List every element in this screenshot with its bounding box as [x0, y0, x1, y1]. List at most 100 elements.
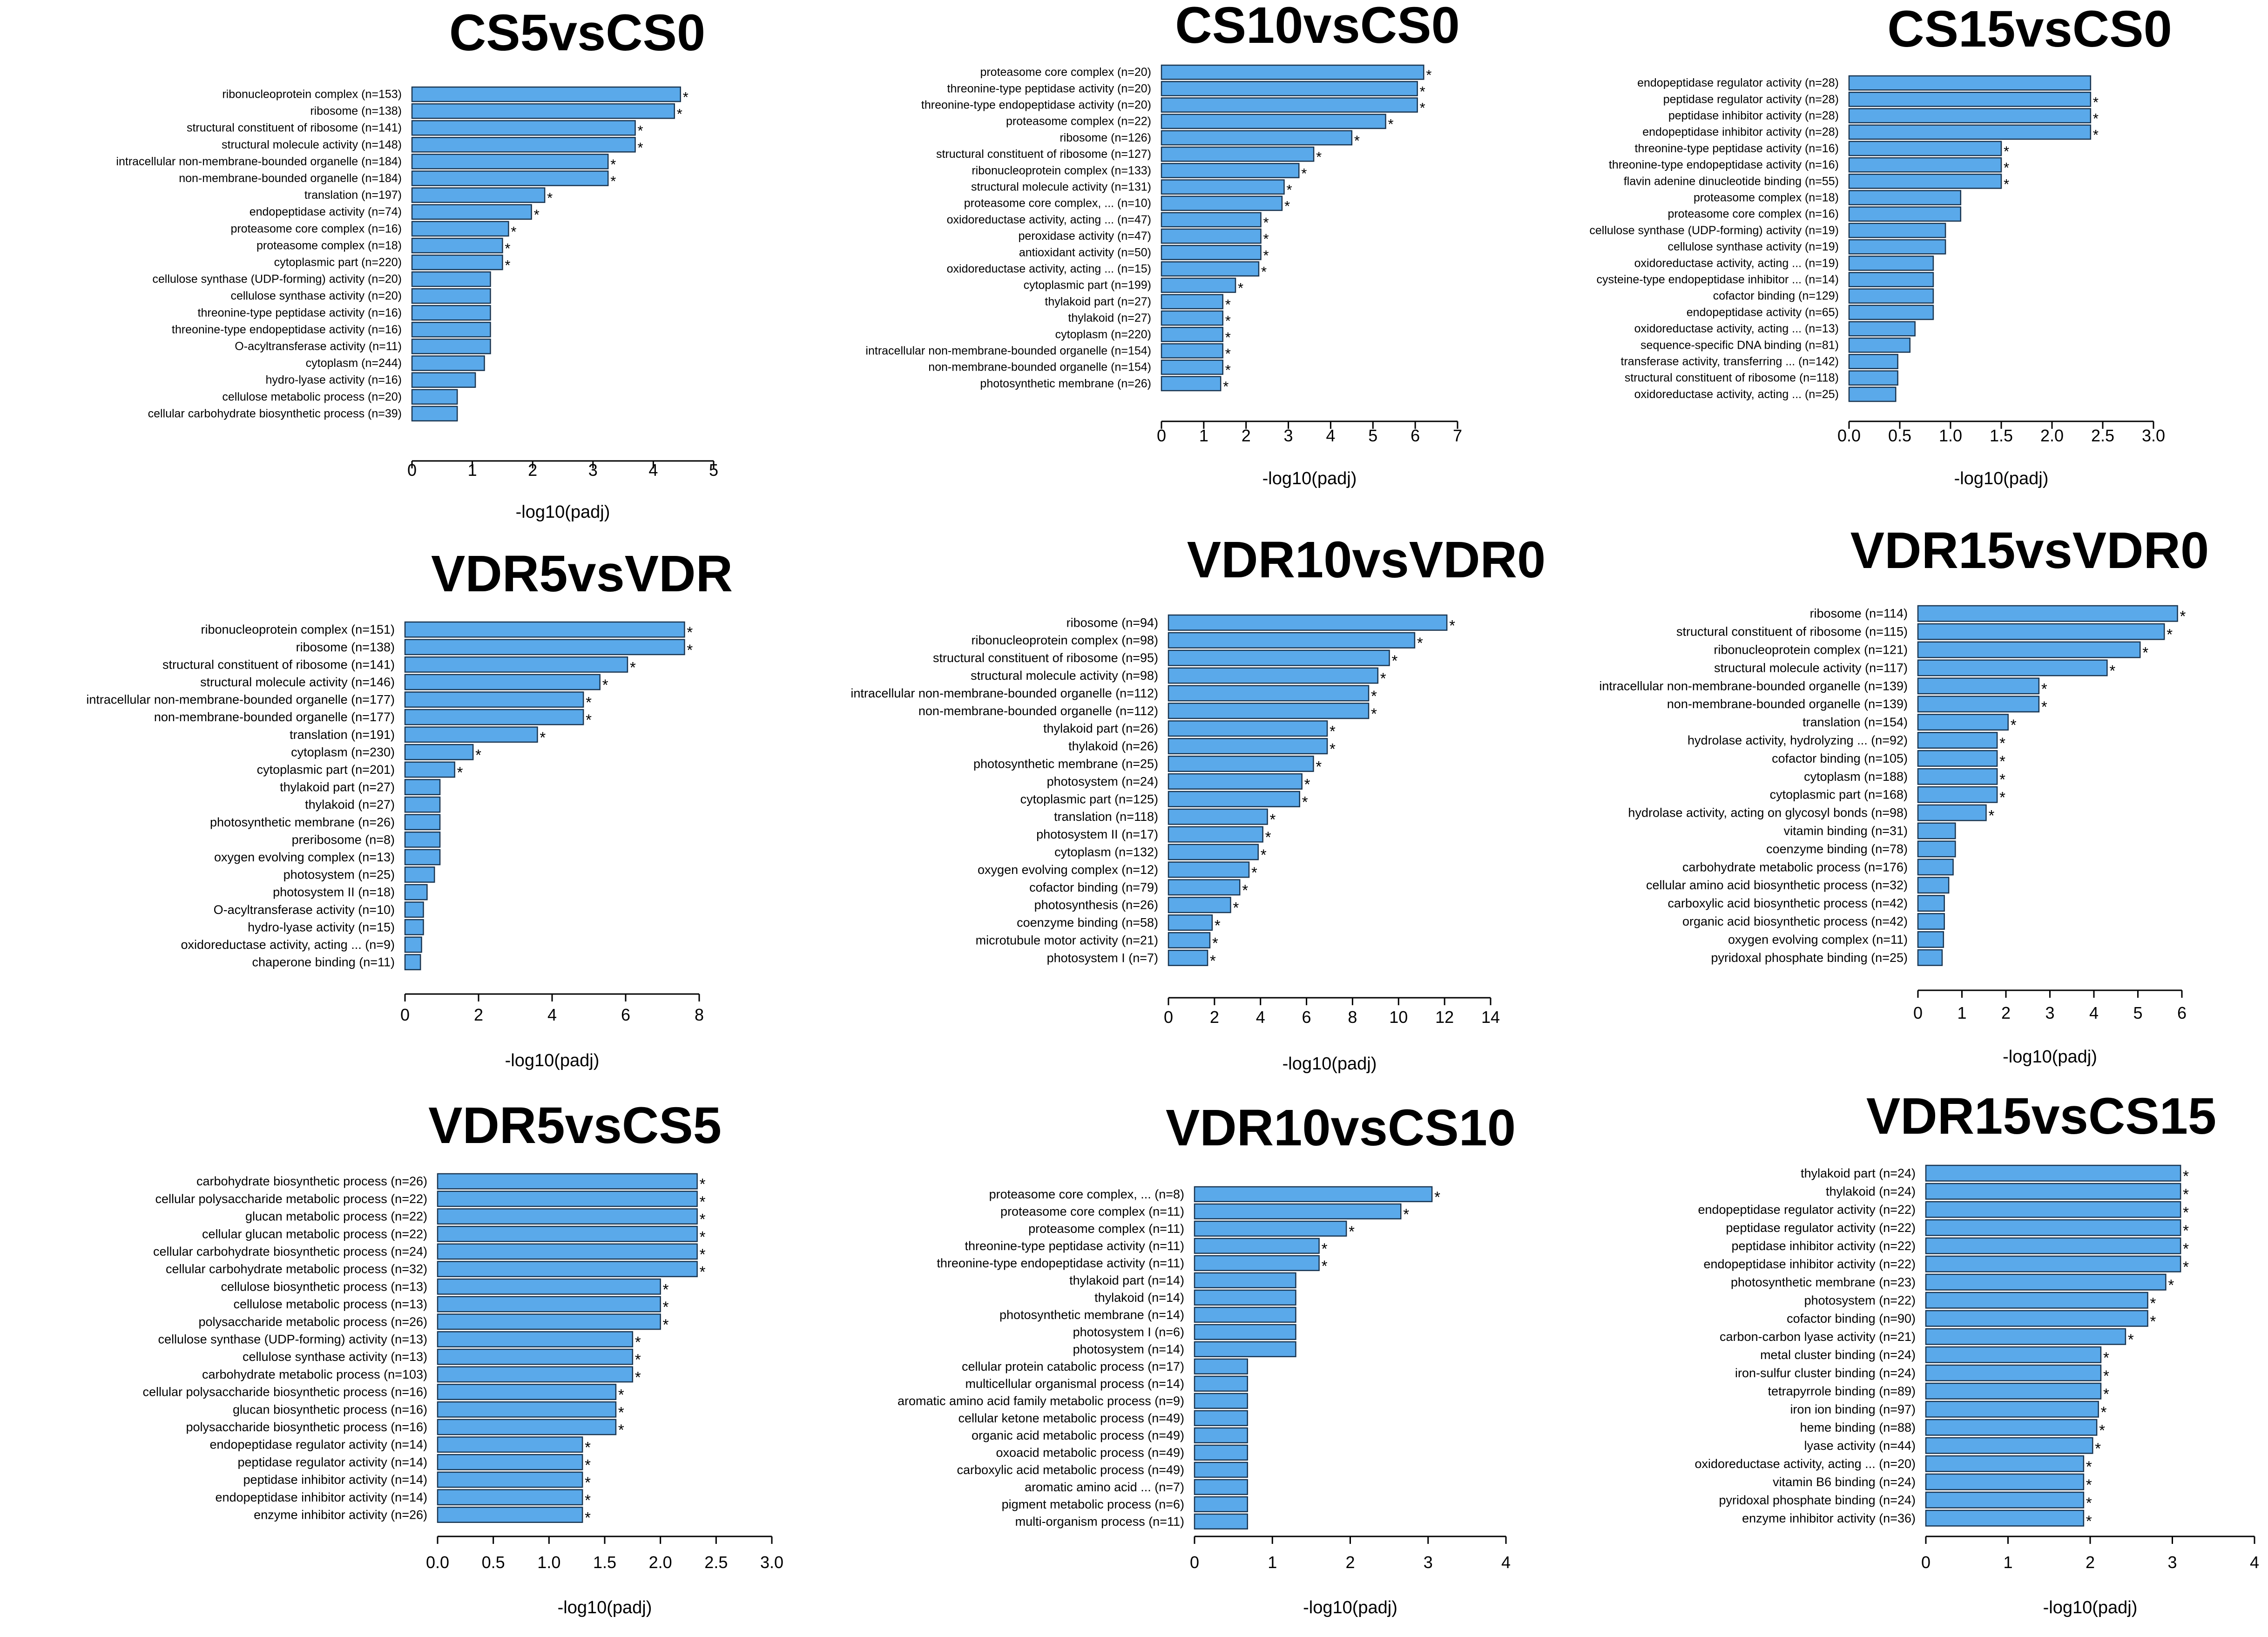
category-label: carbon-carbon lyase activity (n=21): [1720, 1330, 1916, 1344]
bar: [1925, 1382, 2102, 1400]
significance-star: *: [1330, 723, 1336, 740]
bar: [411, 338, 491, 354]
significance-star: *: [635, 1333, 641, 1351]
significance-star: *: [700, 1228, 706, 1245]
category-label: iron-sulfur cluster binding (n=24): [1735, 1366, 1916, 1380]
category-label: oxidoreductase activity, acting ... (n=9…: [181, 938, 395, 952]
bar: [1194, 1289, 1296, 1306]
significance-star: *: [547, 190, 553, 206]
significance-star: *: [534, 207, 540, 223]
bar: [437, 1366, 634, 1383]
category-label: microtubule motor activity (n=21): [976, 933, 1158, 947]
bar: [1925, 1310, 2148, 1327]
category-label: organic acid metabolic process (n=49): [972, 1428, 1184, 1442]
bar: [1917, 659, 2108, 676]
category-label: proteasome complex (n=18): [1694, 191, 1839, 204]
bar: [1161, 359, 1223, 375]
significance-star: *: [1302, 793, 1308, 811]
category-label: cellulose metabolic process (n=13): [234, 1297, 427, 1311]
category-label: non-membrane-bounded organelle (n=112): [918, 704, 1158, 718]
significance-star: *: [1263, 231, 1269, 247]
category-label: cytoplasmic part (n=201): [257, 763, 395, 777]
bar: [1925, 1219, 2181, 1236]
bar: [437, 1296, 661, 1312]
bar: [1194, 1444, 1248, 1461]
category-label: proteasome core complex (n=16): [230, 222, 402, 235]
significance-star: *: [1380, 670, 1386, 687]
bar: [1848, 124, 2092, 140]
bar: [1848, 255, 1934, 271]
category-label: thylakoid part (n=24): [1801, 1166, 1916, 1180]
bar: [1168, 649, 1390, 666]
bar: [437, 1313, 661, 1330]
bar: [1161, 212, 1262, 228]
bar: [1168, 685, 1370, 702]
category-label: hydro-lyase activity (n=15): [248, 920, 395, 934]
bar: [404, 831, 441, 848]
x-tick-label: 2: [1242, 426, 1251, 445]
bar: [411, 355, 485, 371]
significance-star: *: [1242, 881, 1248, 899]
bar: [404, 744, 474, 760]
x-axis-title: -log10(padj): [505, 1051, 600, 1070]
bar: [1168, 914, 1213, 931]
chart-panel-5: VDR10vsVDR0 ribosome (n=94) * ribonucleopro…: [850, 531, 1546, 1074]
category-label: glucan metabolic process (n=22): [245, 1210, 427, 1224]
x-tick-label: 3: [588, 460, 598, 480]
bar: [1925, 1400, 2099, 1418]
category-label: structural molecule activity (n=131): [971, 181, 1151, 194]
category-label: hydrolase activity, acting on glycosyl b…: [1628, 806, 1908, 820]
bar: [411, 288, 491, 304]
bar: [1848, 190, 1962, 205]
category-label: oxidoreductase activity, acting ... (n=2…: [1695, 1457, 1916, 1471]
category-label: aromatic amino acid family metabolic pro…: [898, 1394, 1184, 1408]
category-label: photosynthetic membrane (n=23): [1731, 1275, 1916, 1289]
category-label: cytoplasm (n=244): [306, 357, 402, 370]
bar: [1194, 1427, 1248, 1444]
bar: [1161, 146, 1315, 162]
category-label: iron ion binding (n=97): [1790, 1402, 1916, 1416]
significance-star: *: [1233, 899, 1239, 916]
significance-star: *: [2180, 608, 2186, 625]
category-label: endopeptidase regulator activity (n=14): [209, 1438, 427, 1452]
significance-star: *: [677, 106, 682, 122]
bar: [411, 271, 491, 287]
category-label: cellular polysaccharide metabolic proces…: [155, 1192, 427, 1206]
category-label: cytoplasm (n=188): [1804, 770, 1908, 784]
x-tick-label: 3: [1284, 426, 1293, 445]
bar: [1168, 703, 1370, 719]
category-label: threonine-type endopeptidase activity (n…: [172, 323, 402, 336]
category-label: ribonucleoprotein complex (n=121): [1714, 643, 1908, 657]
x-tick-label: 0.5: [1888, 426, 1911, 445]
bar: [1917, 949, 1943, 966]
bar: [1848, 141, 2002, 156]
significance-star: *: [1392, 652, 1398, 670]
category-label: chaperone binding (n=11): [252, 955, 395, 969]
category-label: threonine-type peptidase activity (n=16): [1635, 142, 1839, 155]
bar: [1917, 913, 1945, 930]
significance-star: *: [1223, 378, 1228, 394]
bar: [1917, 859, 1954, 876]
significance-star: *: [1210, 952, 1216, 969]
x-tick-label: 2.0: [649, 1553, 672, 1572]
significance-star: *: [1388, 116, 1394, 132]
x-tick-label: 5: [709, 460, 718, 480]
bar: [1161, 228, 1262, 244]
x-tick-label: 1: [1199, 426, 1208, 445]
significance-star: *: [1322, 1257, 1328, 1274]
bar: [1917, 822, 1956, 839]
category-label: photosynthetic membrane (n=26): [210, 815, 395, 829]
category-label: cellulose metabolic process (n=20): [222, 390, 402, 403]
significance-star: *: [2128, 1331, 2134, 1348]
category-label: cellular ketone metabolic process (n=49): [958, 1411, 1185, 1425]
bar: [1848, 354, 1898, 369]
bar: [1161, 97, 1418, 113]
bar: [411, 322, 491, 338]
category-label: non-membrane-bounded organelle (n=139): [1667, 697, 1908, 711]
x-tick-label: 4: [2089, 1003, 2099, 1022]
category-label: intracellular non-membrane-bounded organ…: [1599, 679, 1908, 693]
bar: [404, 849, 441, 866]
bar: [1848, 157, 2002, 173]
significance-star: *: [2183, 1204, 2189, 1221]
bar: [1168, 632, 1416, 649]
